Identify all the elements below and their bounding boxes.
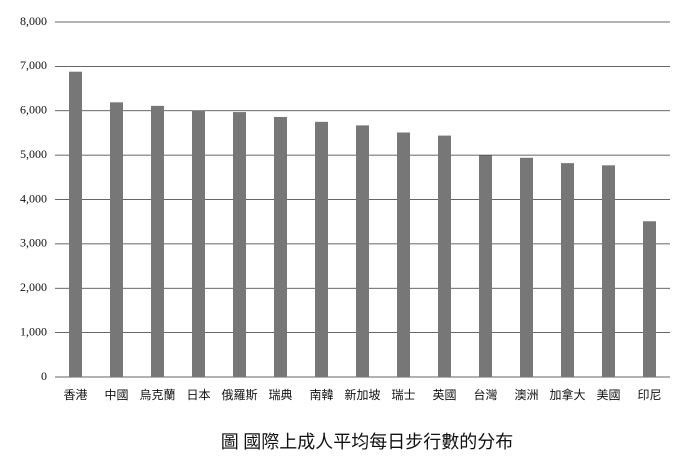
x-tick-label: 新加坡 (344, 387, 380, 402)
bar (192, 110, 205, 378)
y-tick-label: 5,000 (20, 147, 47, 161)
y-tick-label: 7,000 (20, 58, 47, 72)
bar (397, 132, 410, 377)
x-tick-label: 中國 (104, 387, 128, 402)
bar (602, 165, 615, 377)
y-tick-label: 0 (41, 369, 47, 383)
y-tick-label: 8,000 (20, 14, 47, 28)
bar (520, 157, 533, 377)
y-tick-label: 4,000 (20, 191, 47, 205)
bar (69, 71, 82, 377)
x-tick-label: 澳洲 (514, 388, 538, 402)
chart-title: 圖 國際上成人平均每日步行數的分布 (221, 432, 514, 452)
x-tick-label: 俄羅斯 (221, 388, 257, 402)
y-tick-label: 2,000 (20, 280, 47, 294)
bar (315, 121, 328, 377)
x-tick-label: 印尼 (637, 388, 661, 402)
bar (274, 116, 287, 378)
bar (643, 221, 656, 377)
y-tick-label: 1,000 (20, 324, 47, 338)
x-tick-label: 美國 (596, 388, 620, 402)
bar (110, 102, 123, 377)
x-tick-label: 英國 (432, 388, 456, 402)
bar (479, 155, 492, 377)
x-tick-label: 瑞典 (268, 388, 292, 402)
bar (356, 125, 369, 377)
y-tick-label: 6,000 (20, 103, 47, 117)
x-tick-label: 日本 (186, 388, 210, 402)
x-tick-label: 瑞士 (391, 388, 415, 402)
x-tick-label: 香港 (63, 388, 87, 402)
y-tick-label: 3,000 (20, 236, 47, 250)
x-tick-label: 加拿大 (549, 387, 585, 402)
x-tick-label: 南韓 (309, 387, 333, 402)
bar (233, 112, 246, 378)
bar (151, 105, 164, 378)
bar (438, 135, 451, 377)
x-tick-label: 烏克蘭 (139, 388, 175, 402)
x-tick-label: 台灣 (473, 387, 497, 402)
bar (561, 163, 574, 377)
